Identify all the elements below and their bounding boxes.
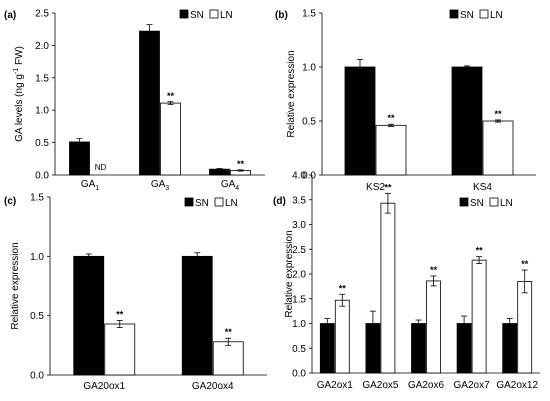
bar-sn bbox=[344, 66, 376, 176]
bar-sn bbox=[502, 323, 518, 374]
bar-sn bbox=[73, 255, 105, 376]
legend-label: SN bbox=[195, 198, 209, 209]
bar-ln bbox=[334, 299, 350, 374]
significance-mark: ND bbox=[95, 163, 107, 172]
x-tick-label: KS2 bbox=[366, 182, 385, 193]
legend-label: LN bbox=[490, 10, 503, 21]
significance-mark: ** bbox=[494, 109, 502, 119]
bar-ln bbox=[375, 124, 407, 176]
x-tick-label: GA2ox12 bbox=[496, 380, 538, 391]
y-tick-label: 0.5 bbox=[30, 311, 44, 322]
y-tick-label: 0.5 bbox=[292, 344, 306, 355]
chart-panel-2: (c) 0.0 0.5 1.0 1.5 Relative expression GA20ox… bbox=[4, 193, 267, 392]
significance-mark: ** bbox=[167, 91, 175, 101]
y-tick-label: 3.5 bbox=[292, 195, 306, 206]
legend-swatch-ln bbox=[489, 197, 499, 207]
y-tick-label: 0.5 bbox=[302, 117, 316, 128]
y-tick-label: 4.0 bbox=[292, 171, 306, 182]
chart-panel-1: (b) 0.0 0.5 1.0 1.5 Relative expression KS2 KS4… bbox=[275, 9, 536, 193]
y-tick-label: 0.0 bbox=[30, 371, 44, 382]
x-tick-label: GA2ox1 bbox=[317, 380, 354, 391]
legend-swatch-ln bbox=[209, 9, 219, 19]
y-tick-label: 2.5 bbox=[292, 245, 306, 256]
significance-mark: ** bbox=[387, 113, 395, 123]
bar-ln bbox=[426, 280, 441, 374]
legend-swatch-sn bbox=[184, 197, 194, 207]
y-axis-label: GA levels (ng g-1 FW) bbox=[13, 46, 25, 142]
significance-mark: ** bbox=[339, 283, 347, 293]
legend-swatch-ln bbox=[214, 197, 224, 207]
legend: SN LN bbox=[179, 9, 233, 21]
x-tick-label: GA3 bbox=[151, 179, 169, 192]
significance-mark: ** bbox=[237, 159, 245, 169]
bar-sn bbox=[451, 66, 483, 176]
bar-ln bbox=[212, 341, 244, 376]
significance-mark: ** bbox=[384, 182, 392, 192]
y-axis-label: Relative expression bbox=[284, 230, 295, 317]
legend-label: LN bbox=[500, 198, 513, 209]
legend-label: LN bbox=[220, 10, 233, 21]
y-tick-label: 2.0 bbox=[35, 41, 49, 52]
bar-ln bbox=[104, 323, 136, 376]
y-tick-label: 0.0 bbox=[302, 171, 316, 182]
x-tick-label: GA2ox5 bbox=[362, 380, 399, 391]
legend-label: LN bbox=[225, 198, 238, 209]
y-axis-label: Relative expression bbox=[286, 50, 297, 137]
significance-mark: ** bbox=[430, 265, 438, 275]
x-tick-label: GA20ox4 bbox=[192, 381, 234, 392]
bar-ln bbox=[517, 281, 533, 374]
y-tick-label: 1.5 bbox=[30, 193, 44, 204]
bar-ln bbox=[380, 202, 396, 374]
bar-sn bbox=[319, 323, 335, 374]
y-tick-label: 1.0 bbox=[35, 106, 49, 117]
chart-panel-0: (a) 0.0 0.5 1.0 1.5 2.0 2.5 GA levels (ng g-1 F… bbox=[4, 9, 265, 192]
x-tick-label: GA20ox1 bbox=[83, 381, 125, 392]
y-tick-label: 1.0 bbox=[302, 63, 316, 74]
significance-mark: ** bbox=[521, 259, 529, 269]
legend-label: SN bbox=[190, 10, 204, 21]
x-tick-label: GA4 bbox=[221, 179, 239, 192]
bar-sn bbox=[69, 141, 90, 176]
legend: SN LN bbox=[459, 197, 513, 209]
x-tick-label: GA2ox7 bbox=[454, 380, 491, 391]
legend-swatch-ln bbox=[479, 9, 489, 19]
y-tick-label: 1.5 bbox=[302, 9, 316, 20]
legend-swatch-sn bbox=[459, 197, 469, 207]
panel-label: (b) bbox=[275, 10, 288, 21]
bar-ln bbox=[471, 259, 487, 374]
y-tick-label: 1.0 bbox=[30, 252, 44, 263]
y-tick-label: 0.0 bbox=[292, 369, 306, 380]
y-tick-label: 1.5 bbox=[35, 73, 49, 84]
y-tick-label: 2.5 bbox=[35, 9, 49, 20]
y-tick-label: 0.0 bbox=[35, 171, 49, 182]
panel-label: (d) bbox=[273, 196, 286, 207]
bar-ln bbox=[160, 102, 181, 176]
x-tick-label: GA1 bbox=[81, 179, 99, 192]
panel-label: (a) bbox=[4, 10, 16, 21]
y-tick-label: 3.0 bbox=[292, 220, 306, 231]
y-tick-label: 2.0 bbox=[292, 270, 306, 281]
significance-mark: ** bbox=[225, 327, 233, 337]
y-axis-label: Relative expression bbox=[10, 242, 21, 329]
bar-sn bbox=[411, 323, 426, 374]
y-tick-label: 1.5 bbox=[292, 294, 306, 305]
legend: SN LN bbox=[184, 197, 238, 209]
x-tick-label: KS4 bbox=[473, 182, 492, 193]
legend-label: SN bbox=[470, 198, 484, 209]
significance-mark: ** bbox=[116, 309, 124, 319]
bar-ln bbox=[482, 120, 514, 176]
bar-sn bbox=[181, 255, 213, 376]
y-tick-label: 0.5 bbox=[35, 138, 49, 149]
legend-swatch-sn bbox=[449, 9, 459, 19]
legend: SN LN bbox=[449, 9, 503, 21]
chart-panel-3: (d) 0.0 0.5 1.0 1.5 2.0 2.5 3.0 3.5 4.0 Relative e… bbox=[273, 171, 540, 391]
bar-sn bbox=[139, 30, 160, 176]
significance-mark: ** bbox=[476, 246, 484, 256]
x-tick-label: GA2ox6 bbox=[408, 380, 445, 391]
legend-swatch-sn bbox=[179, 9, 189, 19]
y-tick-label: 1.0 bbox=[292, 319, 306, 330]
legend-label: SN bbox=[460, 10, 474, 21]
panel-label: (c) bbox=[4, 196, 16, 207]
